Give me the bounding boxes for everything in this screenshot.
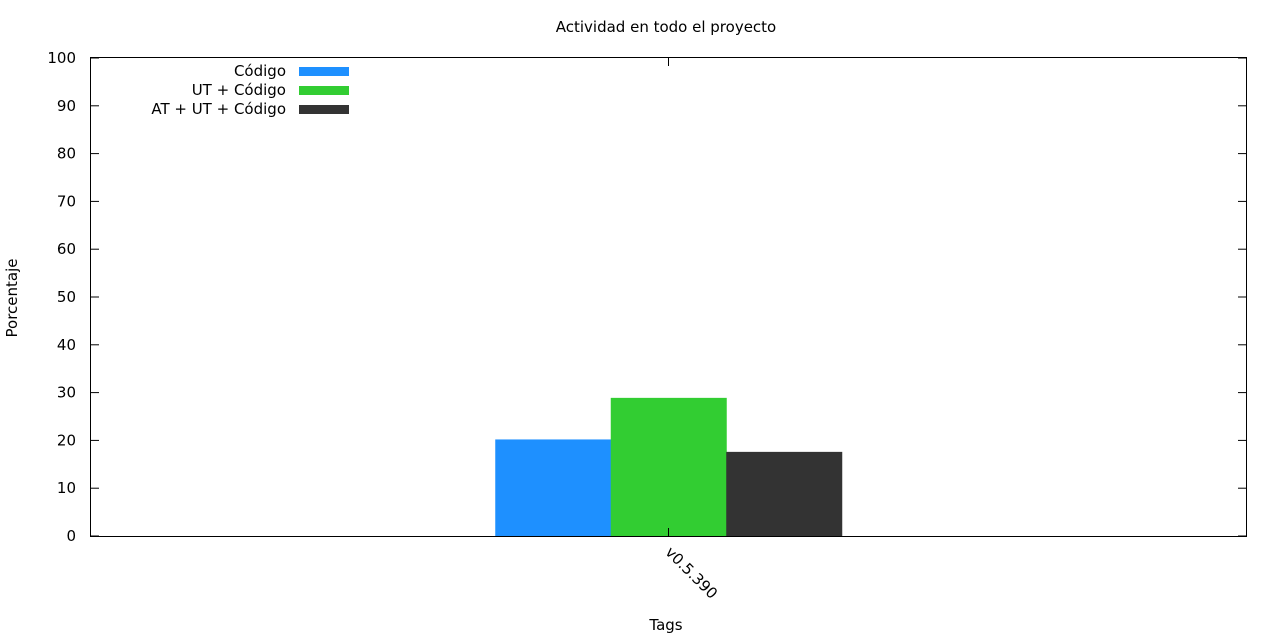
plot-border <box>90 57 1247 537</box>
x-tick-label: v0.5.390 <box>662 543 721 602</box>
legend-label: AT + UT + Código <box>151 100 286 118</box>
y-tick-label: 40 <box>57 336 76 354</box>
bars-layer <box>495 397 843 536</box>
y-tick-label: 10 <box>57 479 76 497</box>
y-tick-label: 30 <box>57 384 76 402</box>
y-tick-label: 80 <box>57 145 76 163</box>
legend-swatch <box>299 86 349 95</box>
y-tick-label: 90 <box>57 97 76 115</box>
y-tick-label: 70 <box>57 192 76 210</box>
y-tick-label: 50 <box>57 288 76 306</box>
legend-label: UT + Código <box>192 81 286 99</box>
chart-title: Actividad en todo el proyecto <box>556 18 776 36</box>
bar <box>726 451 843 536</box>
y-tick-label: 20 <box>57 431 76 449</box>
y-tick-label: 0 <box>66 527 76 545</box>
y-tick-label: 100 <box>47 49 76 67</box>
x-axis-label: Tags <box>648 616 682 634</box>
y-tick-label: 60 <box>57 240 76 258</box>
legend-label: Código <box>234 62 286 80</box>
y-axis-label: Porcentaje <box>3 259 21 338</box>
legend-swatch <box>299 67 349 76</box>
bar <box>495 439 612 536</box>
bar <box>610 397 727 536</box>
legend-swatch <box>299 105 349 114</box>
